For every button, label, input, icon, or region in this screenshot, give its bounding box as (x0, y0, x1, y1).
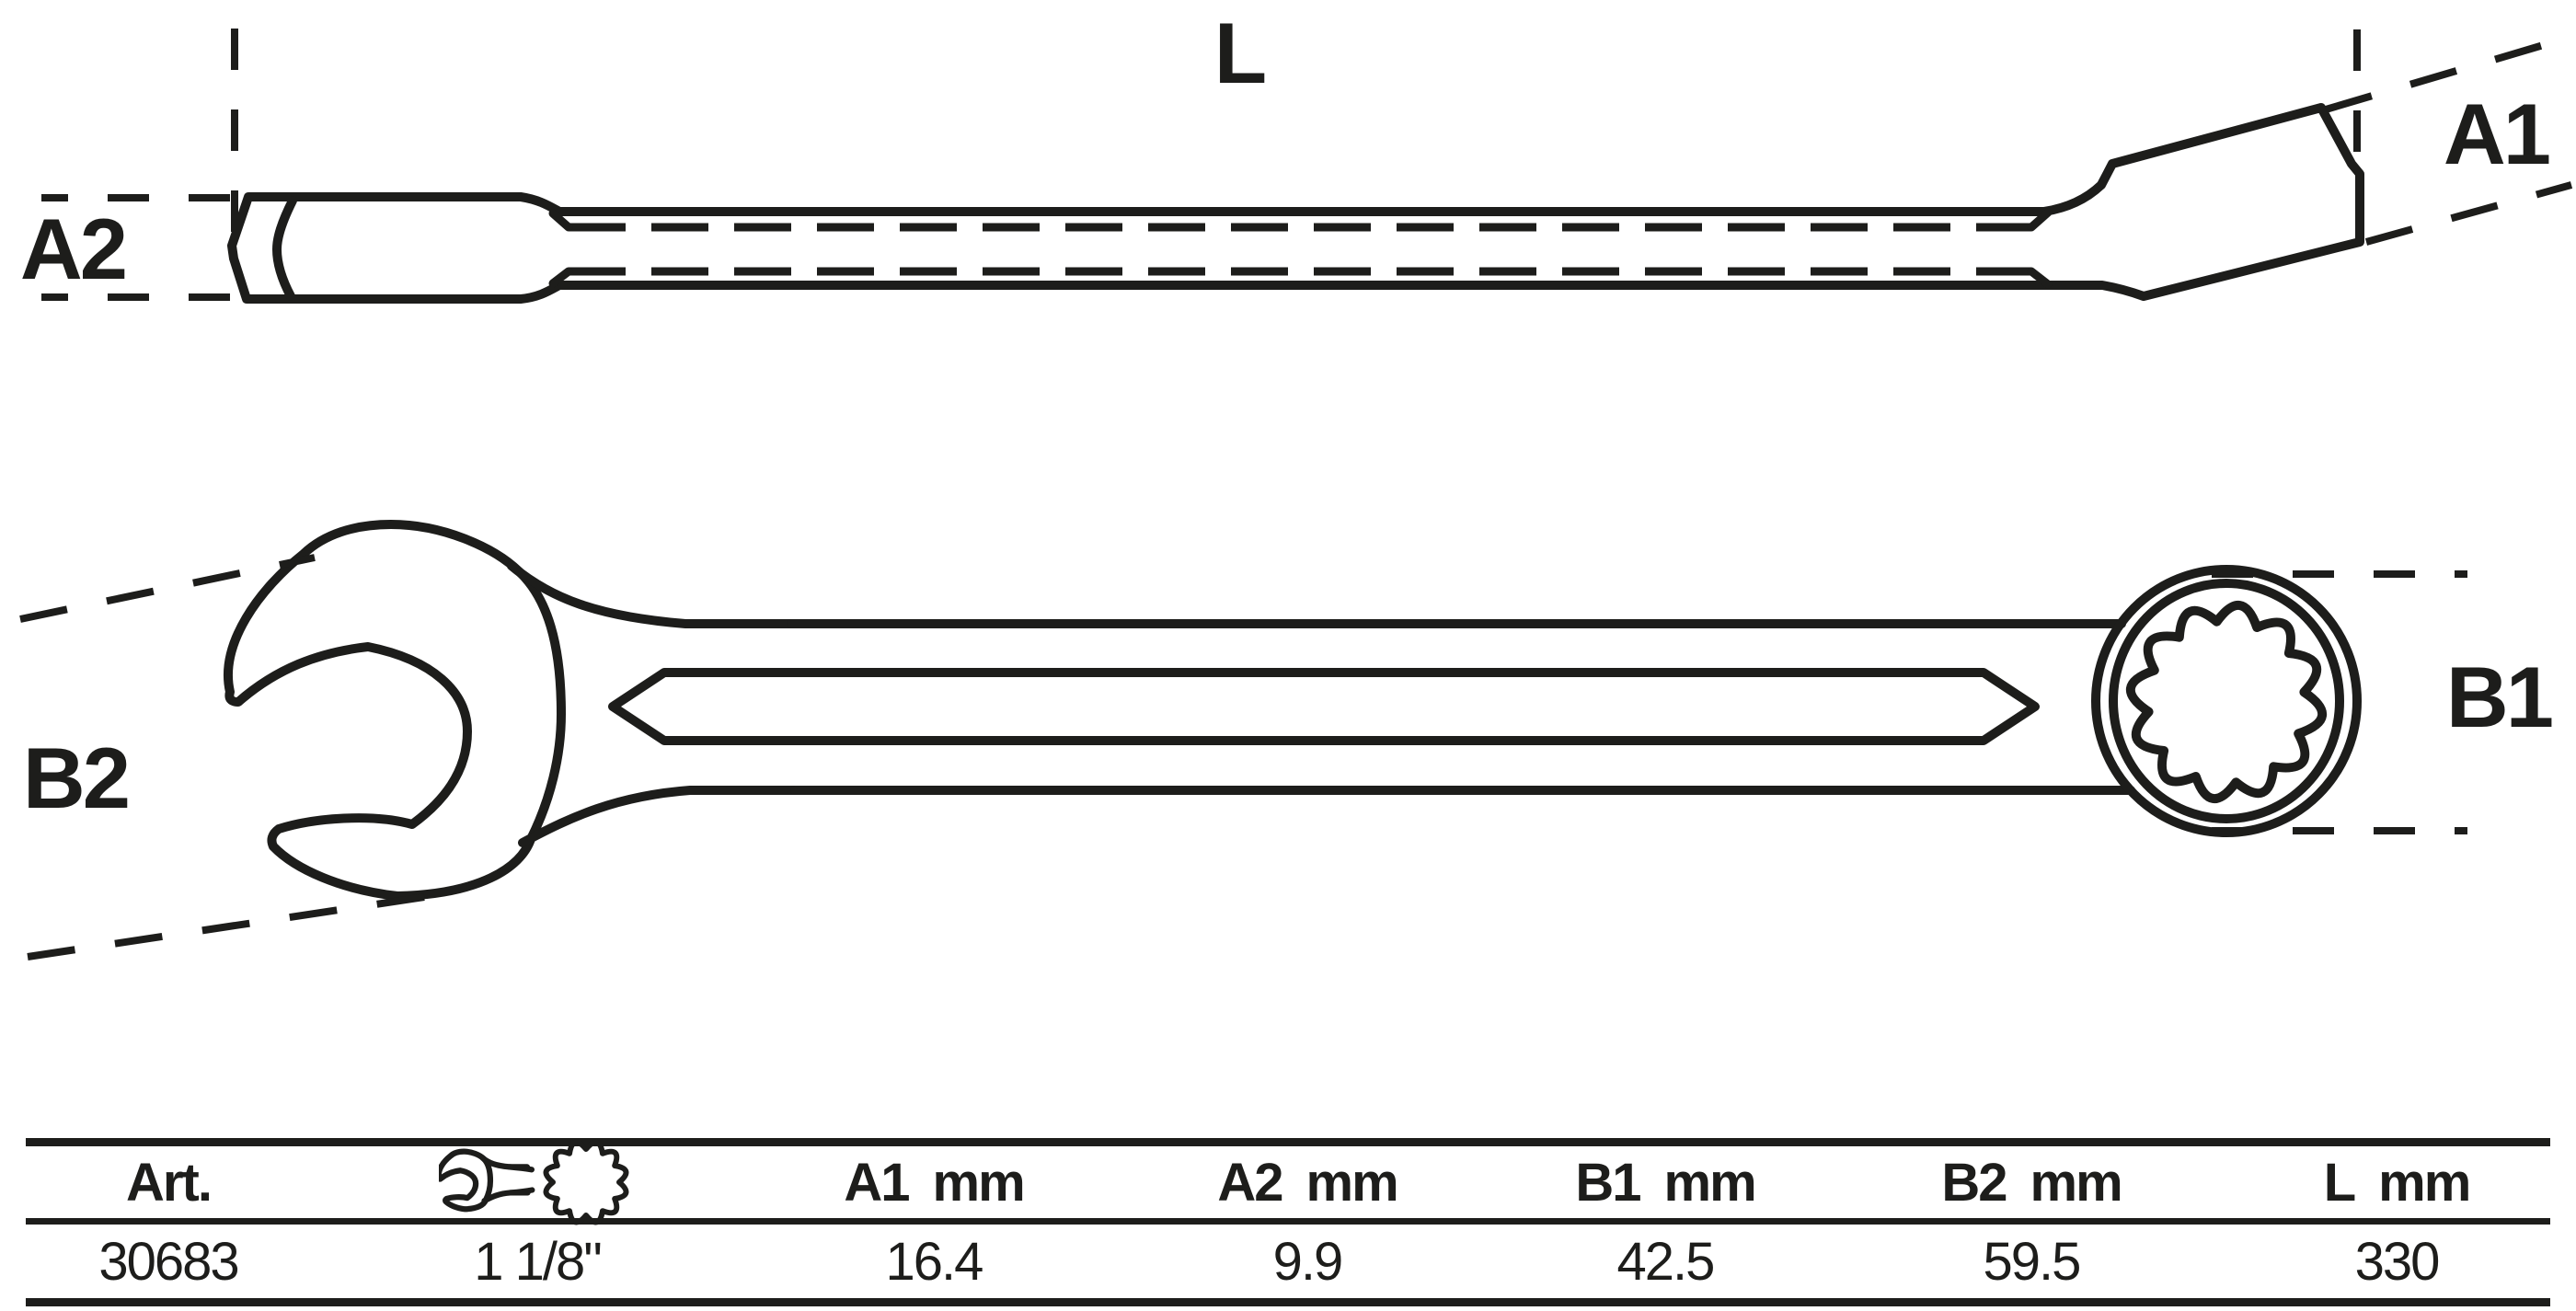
label-B2: B2 (23, 730, 128, 826)
open-end-wrench-icon (439, 1152, 535, 1210)
header-b2: B2 mm (1820, 1152, 2243, 1213)
side-view-outline (227, 103, 2364, 304)
header-a1: A1 mm (764, 1152, 1104, 1213)
header-a2: A2 mm (1104, 1152, 1511, 1213)
ring-inner-edge (2109, 579, 2344, 823)
shaft-panel (608, 668, 2040, 745)
table-border-top (26, 1138, 2550, 1146)
open-end-head (228, 524, 802, 896)
wrench-type-icons (439, 1139, 628, 1225)
header-art: Art. (26, 1152, 311, 1213)
ring-12pt-icon (543, 1139, 628, 1225)
header-b2-label: B2 (1941, 1152, 2007, 1213)
table-value-row: 30683 1 1/8" 16.4 9.9 42.5 59.5 330 (26, 1225, 2550, 1298)
header-size-icons (311, 1138, 764, 1226)
header-l: L mm (2243, 1152, 2550, 1213)
combination-wrench-diagram: L A1 A2 B1 B2 (19, 5, 2573, 960)
label-B1: B1 (2446, 649, 2552, 745)
value-a2: 9.9 (1272, 1231, 1344, 1292)
table-border-bottom (26, 1298, 2550, 1306)
header-b1-unit: mm (1663, 1152, 1757, 1213)
header-l-unit: mm (2378, 1152, 2471, 1213)
plan-view (19, 524, 2467, 960)
header-a2-unit: mm (1305, 1152, 1399, 1213)
spec-table: Art. A1 mm A2 (26, 1138, 2550, 1306)
ring-12pt-profile (2125, 600, 2328, 804)
side-view (41, 18, 2573, 304)
a1-dimension-top (2324, 33, 2573, 113)
header-b2-unit: mm (2030, 1152, 2123, 1213)
table-separator (26, 1218, 2550, 1225)
a1-dimension-bottom (2364, 181, 2573, 246)
header-b1-label: B1 (1575, 1152, 1641, 1213)
b2-dimension-bottom (27, 892, 431, 960)
value-size: 1 1/8" (474, 1231, 603, 1292)
label-L: L (1214, 5, 1265, 101)
blade-bevel-line (272, 196, 297, 301)
value-l: 330 (2354, 1231, 2441, 1292)
header-art-label: Art. (126, 1152, 213, 1213)
value-b1: 42.5 (1616, 1231, 1716, 1292)
header-a1-unit: mm (932, 1152, 1026, 1213)
value-art: 30683 (98, 1231, 239, 1292)
value-b2: 59.5 (1983, 1231, 2082, 1292)
header-a1-label: A1 (844, 1152, 910, 1213)
table-header-row: Art. A1 mm A2 (26, 1139, 2550, 1225)
header-b1: B1 mm (1511, 1152, 1820, 1213)
label-A2: A2 (20, 201, 125, 297)
header-a2-label: A2 (1217, 1152, 1283, 1213)
value-a1: 16.4 (885, 1231, 984, 1292)
hidden-edge-ticks (548, 208, 2053, 289)
header-l-label: L (2323, 1152, 2356, 1213)
label-A1: A1 (2444, 86, 2549, 182)
